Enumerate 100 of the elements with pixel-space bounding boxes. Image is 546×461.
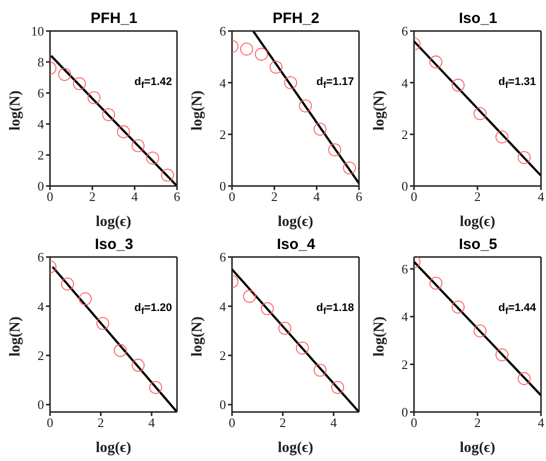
y-tick-label: 2 (220, 348, 226, 364)
chart-title: Iso_3 (94, 236, 134, 253)
x-axis-title: log(ϵ) (278, 214, 314, 230)
annotation: d$_{f}$=1.44 (498, 302, 536, 316)
y-tick-label: 6 (220, 250, 226, 265)
point (452, 78, 465, 92)
annotation: d$_{f}$=1.42 (134, 76, 172, 90)
y-tick-label: 6 (38, 250, 44, 265)
point (343, 161, 356, 174)
point (518, 372, 531, 386)
x-axis-title: log(ϵ) (460, 440, 496, 456)
point (314, 364, 327, 377)
point (149, 380, 162, 394)
point (114, 344, 127, 357)
y-tick-label: 2 (402, 356, 408, 372)
point (331, 380, 344, 394)
point (270, 60, 282, 74)
point (254, 48, 268, 61)
x-tick-label: 2 (98, 415, 104, 430)
point (260, 302, 274, 316)
point (146, 152, 160, 165)
point (429, 56, 442, 68)
x-tick-label: 2 (474, 415, 481, 430)
point (58, 68, 72, 81)
point (474, 107, 486, 120)
point (328, 143, 342, 156)
x-tick-label: 4 (538, 415, 545, 430)
point (117, 125, 130, 138)
y-axis-title: log(N) (7, 316, 24, 356)
x-axis-title: log(ϵ) (278, 440, 314, 456)
point (495, 130, 508, 144)
y-tick-label: 2 (220, 126, 226, 142)
point (102, 108, 116, 122)
y-tick-label: 4 (402, 75, 408, 90)
y-tick-label: 2 (402, 126, 408, 142)
y-tick-label: 6 (402, 24, 408, 39)
x-tick-label: 4 (330, 415, 338, 430)
y-tick-label: 6 (402, 262, 408, 277)
y-axis-title: log(N) (189, 316, 206, 356)
y-tick-label: 4 (38, 116, 44, 132)
x-tick-label: 6 (174, 189, 181, 204)
y-tick-label: 4 (220, 75, 226, 90)
y-tick-label: 0 (38, 178, 44, 194)
annotation: d$_{f}$=1.17 (316, 76, 354, 90)
point (88, 91, 100, 104)
chart-title: Iso_4 (276, 236, 316, 253)
chart-title: Iso_1 (458, 10, 498, 27)
point (132, 139, 145, 152)
x-tick-label: 2 (280, 415, 286, 430)
y-tick-label: 0 (38, 397, 44, 412)
y-tick-label: 8 (38, 54, 44, 70)
point (161, 168, 174, 182)
x-tick-label: 2 (89, 189, 96, 204)
x-tick-label: 4 (313, 189, 320, 204)
point (72, 77, 86, 90)
y-tick-label: 6 (220, 24, 226, 39)
point (314, 122, 327, 136)
point (429, 276, 442, 290)
y-tick-label: 0 (402, 404, 408, 420)
point (61, 278, 74, 291)
point (96, 316, 110, 330)
x-tick-label: 4 (538, 189, 545, 204)
chart-title: PFH_1 (90, 10, 138, 27)
point (132, 358, 145, 372)
x-axis-title: log(ϵ) (96, 214, 132, 230)
point (243, 290, 256, 303)
point (299, 99, 312, 112)
y-tick-label: 0 (220, 397, 226, 412)
annotation: d$_{f}$=1.18 (316, 302, 354, 316)
y-axis-title: log(N) (371, 316, 388, 356)
annotation: d$_{f}$=1.31 (498, 76, 536, 90)
y-tick-label: 4 (220, 298, 226, 314)
y-tick-label: 6 (38, 86, 44, 101)
y-tick-label: 0 (402, 178, 408, 194)
y-tick-label: 2 (38, 148, 44, 163)
chart-title: PFH_2 (272, 10, 320, 27)
y-axis-title: log(N) (371, 90, 388, 130)
x-tick-label: 2 (474, 189, 481, 204)
point (452, 300, 465, 314)
y-axis-title: log(N) (189, 90, 206, 130)
y-axis-title: log(N) (7, 90, 24, 130)
point (284, 76, 298, 90)
x-tick-label: 6 (356, 189, 363, 204)
x-tick-label: 4 (148, 415, 156, 430)
x-tick-label: 4 (131, 189, 138, 204)
point (296, 342, 309, 354)
y-tick-label: 10 (31, 24, 44, 39)
chart-title: Iso_5 (458, 236, 498, 253)
point (474, 324, 486, 338)
y-tick-label: 4 (402, 309, 408, 324)
y-tick-label: 2 (38, 348, 44, 364)
x-axis-title: log(ϵ) (96, 440, 132, 456)
point (495, 348, 508, 362)
y-tick-label: 0 (220, 178, 226, 194)
annotation: d$_{f}$=1.20 (134, 302, 172, 316)
y-tick-label: 4 (38, 298, 44, 314)
point (78, 292, 92, 306)
point (240, 42, 254, 56)
point (518, 151, 531, 164)
x-tick-label: 2 (271, 189, 278, 204)
